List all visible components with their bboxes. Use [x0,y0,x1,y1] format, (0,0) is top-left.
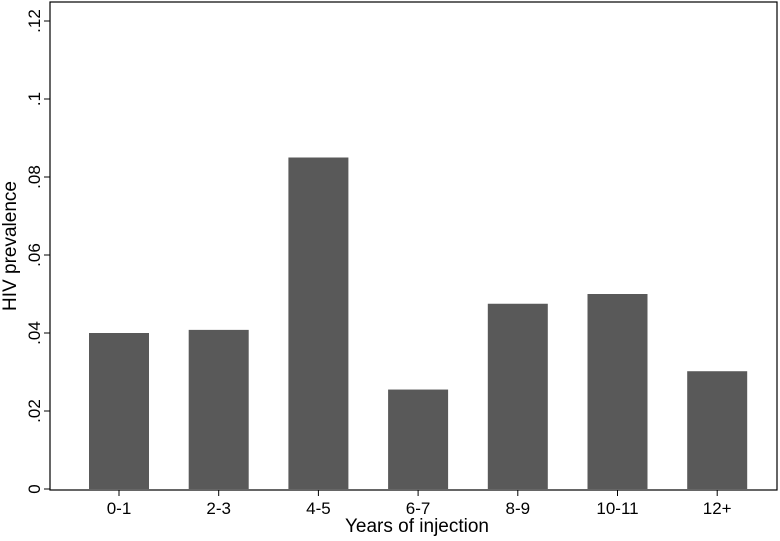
y-tick-label: .1 [25,92,44,106]
bar-6-7 [388,389,449,489]
x-axis-title: Years of injection [345,516,489,537]
y-tick-label: 0 [25,484,44,493]
x-tick-label: 4-5 [306,499,331,518]
bar-12+ [687,371,748,489]
x-tick-label: 8-9 [506,499,531,518]
y-tick-label: .02 [25,399,44,423]
bar-8-9 [487,303,548,489]
bar-4-5 [288,157,349,489]
y-axis-title: HIV prevalence [0,181,21,311]
y-tick-label: .12 [25,9,44,33]
y-tick-label: .06 [25,243,44,267]
x-tick-label: 2-3 [206,499,231,518]
x-tick-label: 6-7 [406,499,431,518]
bar-0-1 [89,333,149,489]
y-tick-label: .04 [25,321,44,345]
x-tick-label: 0-1 [107,499,132,518]
x-axis: 0-1 2-3 4-5 6-7 8-9 10-11 12+ [107,490,732,518]
y-tick-label: .08 [25,165,44,189]
bar-2-3 [188,329,249,489]
x-tick-label: 10-11 [596,499,638,518]
x-tick-label: 12+ [703,499,732,518]
bar-10-11 [587,294,648,489]
bars-group [89,157,748,489]
y-axis: 0 .02 .04 .06 .08 .1 .12 [25,9,50,494]
